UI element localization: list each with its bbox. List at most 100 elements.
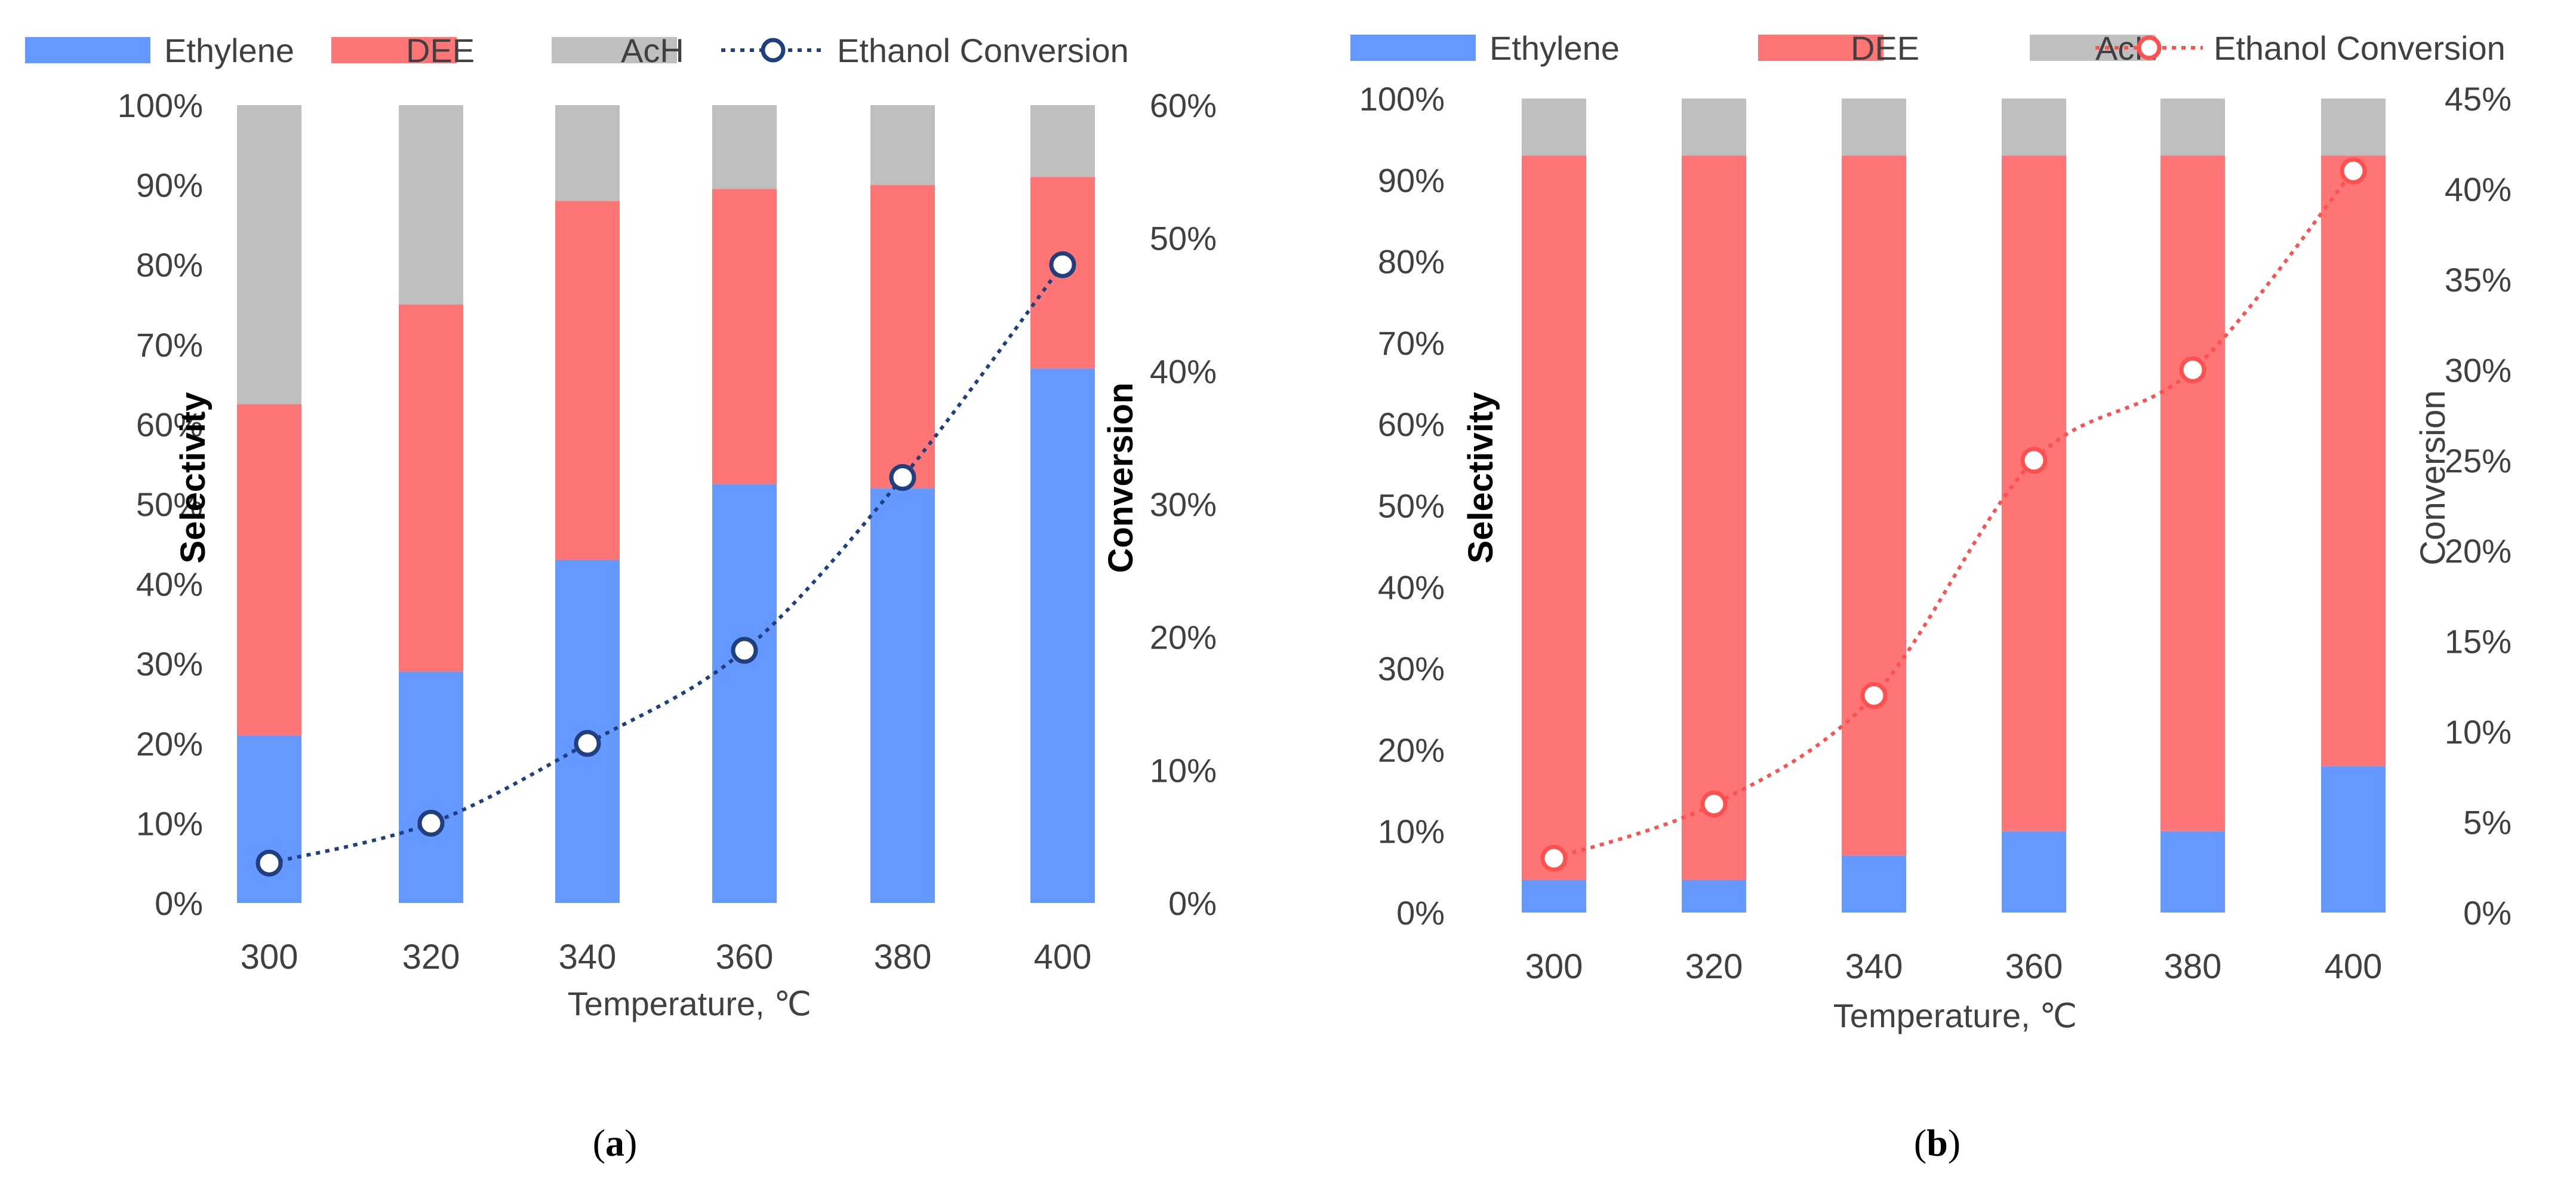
caption-letter: a <box>605 1122 624 1164</box>
bar-ach-340 <box>1842 99 1906 156</box>
legend-swatch-dee <box>331 37 457 63</box>
caption-paren-close: ) <box>1948 1122 1961 1164</box>
conversion-point-340 <box>1860 682 1888 710</box>
conversion-point-360 <box>731 637 758 664</box>
y-tick-label: 90% <box>1378 161 1445 199</box>
bar-dee-360 <box>2002 155 2066 831</box>
x-tick-label: 320 <box>402 938 460 976</box>
y2-tick-label: 30% <box>2445 351 2512 389</box>
conversion-point-380 <box>2179 356 2206 383</box>
bar-ethylene-380 <box>870 488 935 903</box>
y-tick-label: 50% <box>136 486 203 523</box>
x-tick-label: 360 <box>716 938 774 976</box>
legend-label-conversion: Ethanol Conversion <box>837 32 1129 69</box>
conversion-point-360 <box>2020 447 2048 474</box>
bar-ethylene-360 <box>2002 831 2066 913</box>
y-tick-label: 50% <box>1378 487 1445 525</box>
legend-swatch-ethylene <box>25 37 150 63</box>
y-tick-label: 90% <box>136 167 203 204</box>
legend: Ethylene DEE AcH Ethanol Conversion <box>25 32 1129 69</box>
bar-dee-360 <box>712 189 777 484</box>
legend-marker-conversion <box>761 38 786 63</box>
y2-tick-label: 45% <box>2445 80 2512 118</box>
y-axis-title: Selectivity <box>174 392 213 564</box>
caption-letter: b <box>1926 1122 1948 1164</box>
y-tick-label: 20% <box>1378 731 1445 769</box>
y2-tick-label: 35% <box>2445 261 2512 299</box>
legend-label-ethylene: Ethylene <box>1489 29 1620 67</box>
y2-axis-title: Conversion <box>2414 390 2452 565</box>
y-tick-label: 60% <box>136 406 203 443</box>
x-tick-label: 340 <box>1845 947 1903 986</box>
y2-tick-label: 30% <box>1150 486 1217 523</box>
caption-paren-close: ) <box>624 1122 637 1164</box>
y2-axis-title: Conversion <box>1101 382 1140 573</box>
y-tick-label: 60% <box>1378 406 1445 443</box>
y-tick-label: 100% <box>1359 80 1445 118</box>
bar-ach-320 <box>1682 99 1746 156</box>
x-tick-label: 380 <box>874 938 932 976</box>
bar-ach-300 <box>237 105 301 404</box>
y2-tick-label: 10% <box>1150 751 1217 789</box>
bar-ach-380 <box>2160 99 2225 156</box>
y-axis-title: Selectivity <box>1461 392 1500 564</box>
bar-ach-400 <box>2321 99 2386 156</box>
bar-ethylene-320 <box>1682 880 1746 913</box>
x-tick-label: 400 <box>2325 947 2383 986</box>
y2-tick-label: 60% <box>1150 87 1217 124</box>
x-tick-label: 320 <box>1685 947 1743 986</box>
y-tick-label: 40% <box>136 566 203 603</box>
y2-tick-label: 50% <box>1150 220 1217 257</box>
conversion-point-320 <box>417 809 445 837</box>
bar-ach-380 <box>870 105 935 185</box>
y2-tick-label: 20% <box>1150 619 1217 656</box>
bar-ethylene-400 <box>1030 368 1095 903</box>
conversion-point-380 <box>889 463 916 491</box>
bar-ach-360 <box>2002 99 2066 156</box>
y2-tick-label: 40% <box>2445 170 2512 208</box>
caption-paren-open: ( <box>1914 1122 1926 1164</box>
x-axis-title: Temperature, ℃ <box>1833 997 2077 1034</box>
conversion-point-300 <box>256 849 283 877</box>
y-tick-label: 20% <box>136 725 203 763</box>
chart-panel-b: 0% 10% 20% 30% 40% 50% 60% 70% 80% 90% 100% 0% 5% 10%… <box>1350 29 2512 1164</box>
x-tick-label: 300 <box>241 938 298 976</box>
bar-ach-340 <box>555 105 620 201</box>
bar-dee-320 <box>399 305 463 672</box>
bar-dee-320 <box>1682 155 1746 880</box>
legend-label-dee: DEE <box>1851 29 1919 67</box>
chart-panel-a: 0% 10% 20% 30% 40% 50% 60% 70% 80% 90% 100% 0% 10% 20… <box>25 32 1217 1164</box>
legend-label-dee: DEE <box>406 32 475 69</box>
bar-ach-400 <box>1030 105 1095 177</box>
bar-ach-320 <box>399 105 463 305</box>
x-tick-label: 360 <box>2005 947 2063 986</box>
panel-caption: (b) <box>1914 1122 1961 1164</box>
y-tick-label: 70% <box>1378 324 1445 362</box>
bar-ethylene-340 <box>1842 855 1906 913</box>
y2-tick-label: 0% <box>1168 884 1217 922</box>
legend-label-ethylene: Ethylene <box>164 32 294 69</box>
y2-tick-label: 0% <box>2463 894 2512 932</box>
bar-ethylene-300 <box>237 735 301 903</box>
y-tick-label: 30% <box>1378 650 1445 687</box>
legend-swatch-ach <box>552 37 677 63</box>
y2-tick-label: 15% <box>2445 623 2512 661</box>
x-tick-label: 340 <box>559 938 617 976</box>
y-tick-label: 80% <box>1378 243 1445 281</box>
y-tick-label: 10% <box>1378 813 1445 850</box>
conversion-point-300 <box>1540 844 1568 872</box>
legend: Ethylene DEE AcH Ethanol Conversion <box>1350 29 2506 67</box>
bar-dee-380 <box>870 185 935 489</box>
y-tick-label: 100% <box>118 87 203 124</box>
x-axis-title: Temperature, ℃ <box>568 985 811 1022</box>
x-tick-label: 380 <box>2164 947 2222 986</box>
y-tick-label: 0% <box>155 884 203 922</box>
bar-dee-340 <box>555 201 620 560</box>
panel-caption: (a) <box>593 1122 638 1164</box>
bar-dee-340 <box>1842 155 1906 856</box>
x-tick-label: 400 <box>1034 938 1092 976</box>
conversion-point-320 <box>1700 790 1728 818</box>
y-tick-label: 10% <box>136 804 203 842</box>
bar-dee-400 <box>2321 155 2386 766</box>
